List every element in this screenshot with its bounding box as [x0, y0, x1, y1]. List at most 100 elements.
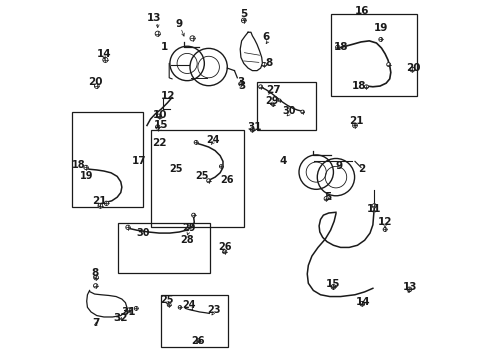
- Text: 28: 28: [180, 235, 194, 245]
- Text: 3: 3: [237, 77, 244, 87]
- Circle shape: [359, 301, 364, 306]
- Bar: [161, 295, 228, 347]
- Text: 17: 17: [131, 156, 146, 166]
- Text: 20: 20: [405, 63, 420, 73]
- Text: 30: 30: [282, 106, 295, 116]
- Text: 14: 14: [97, 49, 111, 59]
- Circle shape: [409, 67, 414, 72]
- Text: 6: 6: [262, 32, 269, 41]
- Text: 13: 13: [146, 13, 161, 23]
- Text: 25: 25: [161, 295, 174, 305]
- Circle shape: [364, 85, 367, 89]
- Circle shape: [250, 128, 254, 132]
- Text: 19: 19: [373, 23, 387, 33]
- Circle shape: [278, 99, 281, 102]
- Text: 22: 22: [152, 139, 166, 148]
- Circle shape: [157, 114, 161, 118]
- Text: 12: 12: [377, 217, 391, 227]
- Bar: [118, 223, 210, 273]
- Text: 20: 20: [88, 77, 102, 87]
- Bar: [72, 112, 143, 207]
- Text: 19: 19: [80, 171, 93, 181]
- Text: 27: 27: [266, 85, 281, 95]
- Text: 14: 14: [355, 297, 369, 307]
- Circle shape: [371, 204, 376, 208]
- Circle shape: [191, 213, 195, 217]
- Circle shape: [206, 179, 210, 183]
- Circle shape: [104, 201, 108, 206]
- Text: 3: 3: [238, 81, 245, 91]
- Circle shape: [300, 110, 304, 114]
- Text: 24: 24: [182, 300, 195, 310]
- Text: 8: 8: [91, 267, 98, 278]
- Text: 25: 25: [169, 163, 183, 174]
- Circle shape: [223, 250, 226, 254]
- Circle shape: [330, 284, 335, 289]
- Circle shape: [125, 225, 130, 230]
- Text: 10: 10: [153, 110, 167, 120]
- Circle shape: [271, 103, 274, 106]
- Text: 24: 24: [206, 135, 219, 145]
- Text: 31: 31: [122, 307, 136, 317]
- Text: 11: 11: [366, 204, 381, 215]
- Circle shape: [155, 31, 160, 36]
- Circle shape: [178, 306, 182, 309]
- Text: 26: 26: [220, 175, 234, 185]
- Circle shape: [262, 62, 266, 67]
- Text: 9: 9: [335, 161, 343, 171]
- Circle shape: [94, 275, 98, 280]
- Text: 21: 21: [92, 196, 106, 206]
- Text: 23: 23: [207, 305, 220, 315]
- Text: 12: 12: [161, 91, 175, 101]
- Text: 15: 15: [154, 121, 168, 130]
- Text: 5: 5: [324, 192, 331, 202]
- Text: 1: 1: [161, 42, 168, 51]
- Text: 25: 25: [195, 171, 208, 181]
- Circle shape: [386, 63, 390, 67]
- Circle shape: [324, 197, 328, 201]
- Circle shape: [83, 165, 88, 170]
- Text: 26: 26: [218, 242, 231, 252]
- Circle shape: [102, 57, 108, 62]
- Text: 2: 2: [358, 163, 365, 174]
- Circle shape: [238, 82, 243, 86]
- Circle shape: [93, 284, 98, 288]
- Bar: [330, 14, 416, 96]
- Text: 13: 13: [402, 282, 417, 292]
- Circle shape: [98, 203, 102, 208]
- Circle shape: [167, 303, 171, 307]
- Circle shape: [94, 84, 99, 89]
- Circle shape: [194, 140, 198, 144]
- Circle shape: [335, 45, 339, 49]
- Text: 29: 29: [265, 96, 279, 106]
- Circle shape: [382, 228, 386, 231]
- Text: 29: 29: [182, 224, 195, 233]
- Text: 21: 21: [348, 116, 363, 126]
- Circle shape: [134, 306, 138, 310]
- Text: 26: 26: [191, 336, 204, 346]
- Text: 16: 16: [354, 6, 368, 17]
- Text: 4: 4: [279, 156, 286, 166]
- Text: 8: 8: [264, 58, 272, 68]
- Circle shape: [127, 308, 131, 312]
- Text: 32: 32: [113, 313, 128, 323]
- Text: 9: 9: [175, 19, 183, 29]
- Circle shape: [189, 36, 195, 41]
- Circle shape: [378, 37, 382, 41]
- Circle shape: [258, 85, 262, 89]
- Text: 31: 31: [247, 122, 261, 132]
- Text: 30: 30: [136, 228, 150, 238]
- Circle shape: [352, 123, 357, 128]
- Text: 18: 18: [351, 81, 366, 91]
- Text: 7: 7: [92, 318, 99, 328]
- Circle shape: [155, 125, 160, 129]
- Circle shape: [196, 339, 200, 343]
- Text: 18: 18: [72, 160, 85, 170]
- Circle shape: [241, 18, 245, 23]
- Circle shape: [219, 165, 223, 168]
- Circle shape: [407, 287, 411, 292]
- Bar: [257, 82, 316, 130]
- Text: 15: 15: [325, 279, 340, 289]
- Bar: [151, 130, 244, 226]
- Text: 18: 18: [333, 42, 347, 51]
